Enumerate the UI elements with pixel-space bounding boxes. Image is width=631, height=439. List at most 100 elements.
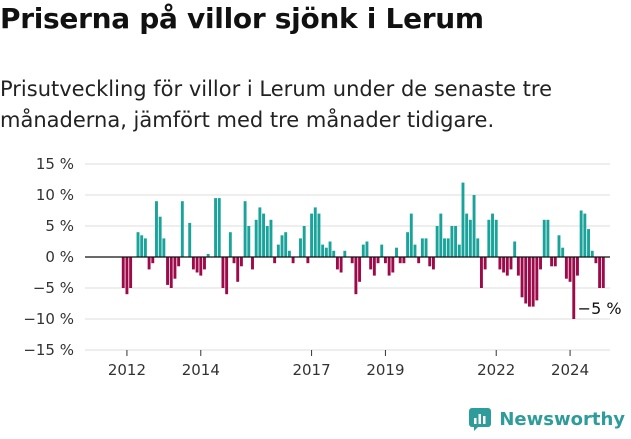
bar <box>188 222 192 257</box>
y-tick-label: 15 % <box>36 155 74 173</box>
bar <box>354 257 358 295</box>
bar <box>553 257 557 267</box>
bar <box>280 235 284 257</box>
bar <box>254 219 258 257</box>
bar <box>546 219 550 257</box>
bar <box>232 257 236 264</box>
bar <box>443 238 446 257</box>
bar <box>494 219 498 257</box>
bar <box>587 229 590 257</box>
bar <box>564 257 568 279</box>
bar <box>247 226 251 257</box>
bar <box>590 250 594 257</box>
bar <box>350 257 354 264</box>
bar <box>191 257 195 270</box>
bar <box>369 257 373 270</box>
bar <box>387 257 391 276</box>
bar <box>576 257 579 276</box>
bar <box>598 257 602 288</box>
bar <box>203 257 206 270</box>
bar <box>206 253 210 257</box>
bar <box>472 195 476 257</box>
bar <box>358 257 362 282</box>
bar <box>317 213 321 257</box>
bar <box>125 257 129 295</box>
bar <box>520 257 524 298</box>
bar <box>251 257 254 270</box>
bar <box>413 244 417 257</box>
bar <box>225 257 229 295</box>
x-tick-label: 2024 <box>551 361 589 379</box>
bar <box>446 238 450 257</box>
bar <box>324 247 328 257</box>
bar <box>287 250 291 257</box>
x-tick-label: 2014 <box>182 361 220 379</box>
chart-subtitle: Prisutveckling för villor i Lerum under … <box>0 77 552 132</box>
bar <box>313 207 317 257</box>
bar <box>158 216 162 257</box>
y-tick-label: 0 % <box>45 248 74 266</box>
bar <box>406 232 410 257</box>
bar <box>273 257 277 264</box>
y-tick-label: −10 % <box>23 310 74 328</box>
bar <box>299 238 302 257</box>
bar <box>465 213 469 257</box>
bar <box>343 250 347 257</box>
bar <box>121 257 125 288</box>
bar <box>550 257 554 267</box>
bar <box>542 219 546 257</box>
bar <box>424 238 428 257</box>
x-tick-label: 2017 <box>292 361 330 379</box>
bar <box>579 210 583 257</box>
bar <box>498 257 502 270</box>
bar <box>398 257 402 264</box>
y-tick-label: −15 % <box>23 341 74 359</box>
bar <box>162 238 166 257</box>
bar <box>524 257 528 304</box>
bar <box>431 257 435 270</box>
bar <box>332 250 336 257</box>
bars <box>121 182 605 319</box>
bar <box>516 257 520 276</box>
bar <box>365 241 369 257</box>
bar <box>284 232 288 257</box>
bar <box>214 198 218 257</box>
y-tick-label: 5 % <box>45 217 74 235</box>
bar <box>310 213 314 257</box>
bar <box>601 257 605 288</box>
bar <box>155 201 158 257</box>
bar <box>420 238 424 257</box>
bar <box>221 257 225 288</box>
x-tick-label: 2012 <box>108 361 146 379</box>
bar <box>435 226 439 257</box>
bar <box>129 257 133 288</box>
brand-name: Newsworthy <box>499 408 625 430</box>
x-tick-label: 2022 <box>477 361 515 379</box>
bar <box>491 213 494 257</box>
y-tick-label: 10 % <box>36 186 74 204</box>
bar <box>513 241 517 257</box>
bar <box>173 257 177 279</box>
bar <box>428 257 432 267</box>
bar <box>457 244 461 257</box>
bar <box>180 201 184 257</box>
bar <box>258 207 262 257</box>
bar <box>461 182 465 257</box>
bar <box>335 257 339 270</box>
x-tick-label: 2019 <box>366 361 404 379</box>
bar <box>228 232 232 257</box>
bar <box>239 257 243 267</box>
bar <box>450 226 454 257</box>
bar <box>509 257 513 270</box>
bar <box>262 213 266 257</box>
bar <box>454 226 458 257</box>
bar <box>177 257 181 267</box>
bar <box>383 257 387 264</box>
bar <box>483 257 487 270</box>
bar <box>291 257 295 264</box>
bar <box>531 257 535 307</box>
bar <box>502 257 506 273</box>
bar <box>236 257 240 282</box>
bar <box>528 257 531 307</box>
